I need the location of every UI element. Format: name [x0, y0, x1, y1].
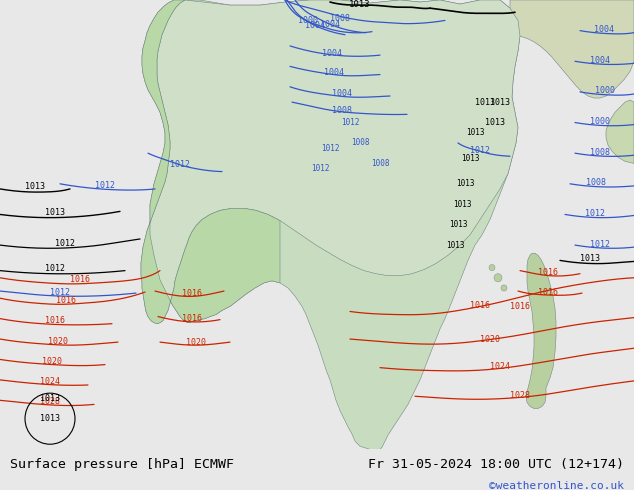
- Text: 1024: 1024: [490, 362, 510, 371]
- Text: 1008: 1008: [371, 159, 389, 168]
- Text: 1013: 1013: [449, 220, 467, 229]
- Text: 1016: 1016: [470, 301, 490, 310]
- Text: 1004: 1004: [324, 68, 344, 77]
- Text: 1013: 1013: [349, 0, 371, 9]
- Text: 1004: 1004: [322, 49, 342, 58]
- Text: 1004: 1004: [332, 90, 352, 98]
- Text: 1012: 1012: [590, 240, 610, 248]
- Text: 1016: 1016: [70, 275, 90, 284]
- Text: 1016: 1016: [182, 314, 202, 323]
- Text: 1012: 1012: [340, 118, 359, 127]
- Text: 1013: 1013: [475, 98, 495, 107]
- Text: 1024: 1024: [40, 377, 60, 387]
- Text: 1013: 1013: [45, 208, 65, 217]
- Text: 1013: 1013: [446, 241, 464, 249]
- Text: 1020: 1020: [480, 335, 500, 343]
- Text: 1013: 1013: [466, 128, 484, 137]
- Text: 1008: 1008: [351, 139, 369, 147]
- Text: 1013: 1013: [25, 182, 45, 192]
- Text: 1000: 1000: [590, 117, 610, 126]
- Polygon shape: [606, 100, 634, 163]
- Text: 1016: 1016: [56, 296, 76, 305]
- Text: 1000: 1000: [298, 16, 318, 25]
- Text: 1013: 1013: [40, 394, 60, 403]
- Text: 1013: 1013: [461, 154, 479, 163]
- Text: 1008: 1008: [586, 178, 606, 187]
- Text: 1013: 1013: [580, 254, 600, 263]
- Circle shape: [494, 274, 502, 282]
- Text: ©weatheronline.co.uk: ©weatheronline.co.uk: [489, 481, 624, 490]
- Text: 1028: 1028: [510, 391, 530, 400]
- Text: 1004: 1004: [305, 21, 325, 30]
- Polygon shape: [141, 0, 280, 324]
- Text: 1016: 1016: [182, 289, 202, 297]
- Text: 1013: 1013: [453, 200, 471, 209]
- Text: 1004: 1004: [590, 56, 610, 65]
- Text: 1012: 1012: [55, 239, 75, 247]
- Polygon shape: [142, 0, 520, 449]
- Text: 1008: 1008: [590, 147, 610, 157]
- Text: 1020: 1020: [186, 338, 206, 346]
- Text: 1008: 1008: [330, 14, 350, 23]
- Text: 1004: 1004: [594, 25, 614, 34]
- Text: 1020: 1020: [42, 357, 62, 366]
- Text: 1008: 1008: [332, 106, 352, 115]
- Text: 1016: 1016: [538, 288, 558, 296]
- Text: Surface pressure [hPa] ECMWF: Surface pressure [hPa] ECMWF: [10, 458, 233, 471]
- Text: 1028: 1028: [40, 397, 60, 406]
- Circle shape: [489, 265, 495, 270]
- Circle shape: [501, 285, 507, 291]
- Text: 1016: 1016: [45, 316, 65, 325]
- Text: 1013: 1013: [490, 98, 510, 107]
- Text: 1016: 1016: [510, 302, 530, 311]
- Text: 1004: 1004: [320, 20, 340, 29]
- Text: 1013: 1013: [485, 118, 505, 127]
- Text: 1012: 1012: [50, 288, 70, 296]
- Text: 1012: 1012: [95, 181, 115, 190]
- Polygon shape: [141, 0, 520, 324]
- Polygon shape: [510, 0, 634, 98]
- Text: 1000: 1000: [595, 86, 615, 96]
- Text: 1016: 1016: [538, 268, 558, 277]
- Polygon shape: [526, 253, 556, 409]
- Text: Fr 31-05-2024 18:00 UTC (12+174): Fr 31-05-2024 18:00 UTC (12+174): [368, 458, 624, 471]
- Text: 1012: 1012: [585, 209, 605, 218]
- Text: 1013: 1013: [40, 414, 60, 423]
- Text: 1012: 1012: [45, 264, 65, 273]
- Text: 1012: 1012: [170, 160, 190, 169]
- Text: 1012: 1012: [311, 164, 329, 173]
- Text: 1012: 1012: [321, 144, 339, 152]
- Text: 1020: 1020: [48, 337, 68, 345]
- Text: 1012: 1012: [470, 146, 490, 155]
- Text: 1013: 1013: [456, 179, 474, 188]
